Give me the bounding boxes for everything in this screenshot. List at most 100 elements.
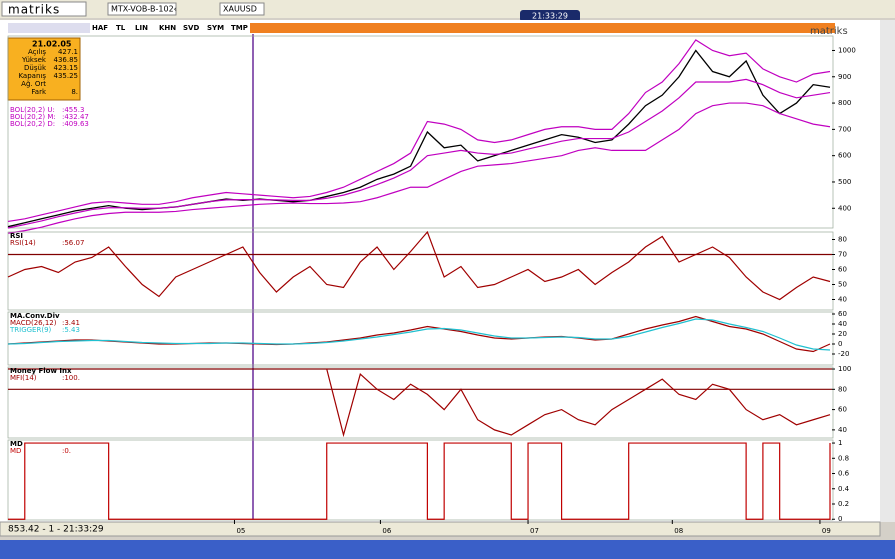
taskbar <box>0 540 895 559</box>
y-tick-label: 60 <box>838 310 847 318</box>
legend-name: MFI(14) <box>10 374 37 382</box>
info-value: 427.1 <box>58 48 78 56</box>
series-line <box>7 318 831 351</box>
y-tick-label: 0 <box>838 340 842 348</box>
symbol-combo[interactable] <box>107 2 177 16</box>
tab: LIN <box>135 24 148 32</box>
logo: matriks <box>8 3 60 17</box>
symbol-input[interactable] <box>219 2 265 16</box>
info-label: Yüksek <box>21 56 47 64</box>
status-bar <box>0 521 881 537</box>
x-tick-label: 08 <box>674 527 683 535</box>
y-tick-label: 0 <box>838 515 842 523</box>
info-value: 435.25 <box>54 72 79 80</box>
info-label: Kapanış <box>18 72 46 80</box>
series-line <box>7 78 831 229</box>
legend-name: BOL(20,2) D: <box>10 120 55 128</box>
clock: 21:33:29 <box>532 12 568 21</box>
legend-reading: :432.47 <box>62 113 89 121</box>
y-tick-label: 700 <box>838 125 851 133</box>
y-tick-label: 50 <box>838 281 847 289</box>
x-tick-label: 09 <box>822 527 831 535</box>
info-label: Düşük <box>24 64 47 72</box>
panel-frame <box>7 439 834 521</box>
tab: SVD <box>183 24 199 32</box>
panel-title: MD <box>10 440 23 448</box>
series-line <box>7 49 831 228</box>
clock-box <box>520 10 580 22</box>
y-tick-label: 800 <box>838 99 851 107</box>
y-tick-label: 40 <box>838 426 847 434</box>
x-tick-label: 05 <box>236 527 245 535</box>
y-tick-label: 40 <box>838 320 847 328</box>
info-label: Ağ. Ort <box>21 80 46 88</box>
series-line <box>8 442 831 520</box>
legend-name: MD <box>10 447 21 455</box>
tab-strip <box>250 23 835 33</box>
y-tick-label: 60 <box>838 266 847 274</box>
y-tick-label: 80 <box>838 236 847 244</box>
panel-frame <box>7 311 834 366</box>
legend-reading: :3.41 <box>62 319 80 327</box>
panel-title: MA.Conv.Div <box>10 312 60 320</box>
info-box <box>7 37 81 101</box>
y-tick-label: 0.8 <box>838 454 849 462</box>
x-tick-label: 07 <box>530 527 539 535</box>
panel-frame <box>7 366 834 439</box>
legend-reading: :5.43 <box>62 326 80 334</box>
symbol-box: MTX-VOB-B-102‹ <box>111 5 177 14</box>
y-tick-label: 20 <box>838 330 847 338</box>
legend-reading: :409.63 <box>62 120 89 128</box>
y-tick-label: 600 <box>838 152 851 160</box>
y-tick-label: 80 <box>838 385 847 393</box>
panel-title: Money Flow Inx <box>10 367 72 375</box>
tab: HAF <box>92 24 108 32</box>
info-value: 8. <box>71 88 78 96</box>
scrollbar[interactable] <box>880 20 895 522</box>
info-value: 423.15 <box>54 64 79 72</box>
y-tick-label: 60 <box>838 406 847 414</box>
legend-reading: :56.07 <box>62 239 84 247</box>
y-tick-label: 900 <box>838 73 851 81</box>
series-line <box>7 39 831 223</box>
legend-name: TRIGGER(9) <box>9 326 52 334</box>
series-line <box>7 102 831 234</box>
y-tick-label: 0.4 <box>838 485 850 493</box>
chart-area <box>0 20 880 522</box>
symbol: XAUUSD <box>223 5 257 14</box>
y-tick-label: -20 <box>838 350 849 358</box>
y-tick-label: 70 <box>838 251 847 259</box>
legend-name: RSI(14) <box>10 239 36 247</box>
watermark: matriks <box>810 26 848 37</box>
legend-name: MACD(26,12) <box>10 319 57 327</box>
series-line <box>7 230 831 301</box>
panel-frame <box>7 231 834 311</box>
info-date: 21.02.05 <box>32 40 72 49</box>
x-tick-label: 06 <box>382 527 391 535</box>
panel-frame <box>7 35 834 229</box>
y-tick-label: 1 <box>838 439 842 447</box>
legend-reading: :455.3 <box>62 106 84 114</box>
y-tick-label: 1000 <box>838 46 856 54</box>
y-tick-label: 400 <box>838 204 851 212</box>
info-value: 436.85 <box>54 56 79 64</box>
tab: TL <box>116 24 126 32</box>
panel-title: RSI <box>10 232 23 240</box>
y-tick-label: 100 <box>838 365 851 373</box>
legend-reading: :0. <box>62 447 71 455</box>
series-line <box>326 368 831 438</box>
tab: KHN <box>159 24 176 32</box>
info-label: Açılış <box>28 48 46 56</box>
logo-box <box>1 1 87 17</box>
legend-name: BOL(20,2) M: <box>10 113 56 121</box>
y-tick-label: 40 <box>838 296 847 304</box>
legend-name: BOL(20,2) U: <box>10 106 55 114</box>
y-tick-label: 500 <box>838 178 851 186</box>
tab: TMP <box>231 24 248 32</box>
tab-strip-left <box>8 23 90 33</box>
y-tick-label: 0.6 <box>838 470 850 478</box>
status: 853.42 - 1 - 21:33:29 <box>8 525 104 535</box>
legend-reading: :100. <box>62 374 80 382</box>
y-tick-label: 0.2 <box>838 500 849 508</box>
